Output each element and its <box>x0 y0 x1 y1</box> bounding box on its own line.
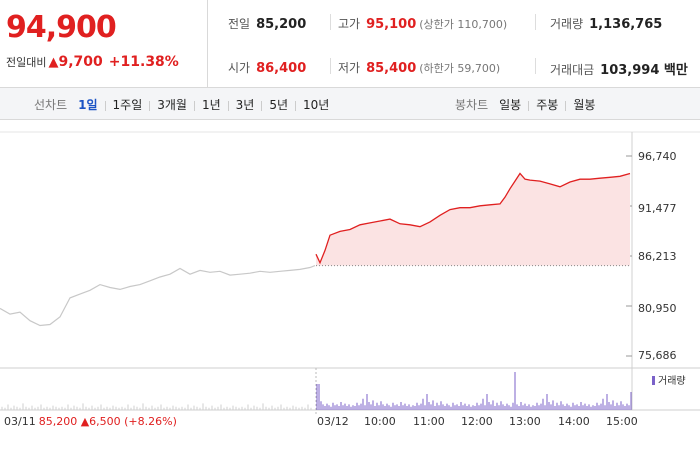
tab-line-0[interactable]: 1일 <box>78 98 98 112</box>
prev-day-summary: 03/11 85,200 ▲6,500 (+8.26%) <box>4 415 177 428</box>
open-value: 86,400 <box>256 61 307 76</box>
volume-swatch-icon <box>652 376 655 385</box>
tab-line-3[interactable]: 1년 <box>201 98 221 112</box>
y-tick-label: 75,686 <box>638 349 677 362</box>
tab-line-4[interactable]: 3년 <box>235 98 255 112</box>
tab-candle-2[interactable]: 월봉 <box>573 98 596 112</box>
x-tick-label: 14:00 <box>558 415 590 428</box>
low-cell: 저가 85,400 (하한가 59,700) <box>338 59 500 76</box>
prev-day-info: 85,200 ▲6,500 (+8.26%) <box>38 415 177 428</box>
prev-close-value: 85,200 <box>256 17 307 32</box>
divider <box>535 58 536 74</box>
tab-divider <box>565 100 567 111</box>
candle-chart-tabs: 봉차트 일봉 주봉 월봉 <box>455 96 598 113</box>
prev-day-line <box>0 265 316 327</box>
amount-cell: 거래대금 103,994 백만 <box>550 59 688 78</box>
x-tick-label: 10:00 <box>364 415 396 428</box>
up-arrow-icon: ▲ <box>48 55 59 70</box>
change-row: 전일대비 ▲9,700 +11.38% <box>6 54 179 70</box>
tab-divider <box>295 100 297 111</box>
x-tick-label: 12:00 <box>461 415 493 428</box>
change-value: 9,700 <box>58 54 103 70</box>
tab-line-2[interactable]: 3개월 <box>157 98 187 112</box>
tab-divider <box>104 100 106 111</box>
candle-chart-label: 봉차트 <box>455 98 489 112</box>
chart-period-tabs: 선차트 1일 1주일 3개월 1년 3년 5년 10년 봉차트 일봉 주봉 월봉 <box>0 88 700 120</box>
lower-limit: (하한가 59,700) <box>419 62 501 75</box>
today-price-line <box>315 172 631 265</box>
tab-candle-0[interactable]: 일봉 <box>499 98 522 112</box>
chart-svg <box>0 131 700 415</box>
upper-limit: (상한가 110,700) <box>419 18 508 31</box>
change-label: 전일대비 <box>6 56 47 69</box>
volume-cell: 거래량 1,136,765 <box>550 15 662 32</box>
volume-legend-label: 거래량 <box>658 376 686 387</box>
volume-value: 1,136,765 <box>589 17 663 32</box>
tab-line-5[interactable]: 5년 <box>269 98 289 112</box>
tab-divider <box>261 100 263 111</box>
low-value: 85,400 <box>366 61 417 76</box>
line-chart-tabs: 선차트 1일 1주일 3개월 1년 3년 5년 10년 <box>34 96 332 113</box>
x-tick-label: 11:00 <box>413 415 445 428</box>
low-label: 저가 <box>338 61 361 75</box>
high-value: 95,100 <box>366 17 417 32</box>
volume-label: 거래량 <box>550 17 584 31</box>
divider <box>330 14 331 30</box>
y-tick-label: 80,950 <box>638 302 677 315</box>
current-price: 94,900 <box>6 10 117 45</box>
price-chart[interactable]: 96,740 91,477 86,213 80,950 75,686 03/11… <box>0 120 700 450</box>
high-cell: 고가 95,100 (상한가 110,700) <box>338 15 507 32</box>
stats-row-1: 전일 85,200 고가 95,100 (상한가 110,700) 거래량 1,136,… <box>208 0 700 44</box>
y-tick-label: 91,477 <box>638 202 677 215</box>
high-label: 고가 <box>338 17 361 31</box>
stats-row-2: 시가 86,400 저가 85,400 (하한가 59,700) 거래대금 103,99… <box>208 44 700 88</box>
price-box: 94,900 전일대비 ▲9,700 +11.38% <box>0 0 208 88</box>
x-tick-label: 15:00 <box>606 415 638 428</box>
change-percent: +11.38% <box>108 54 179 70</box>
tab-candle-1[interactable]: 주봉 <box>536 98 559 112</box>
y-tick-label: 96,740 <box>638 150 677 163</box>
tab-divider <box>193 100 195 111</box>
tab-divider <box>528 100 530 111</box>
quote-header: 94,900 전일대비 ▲9,700 +11.38% 전일 85,200 고가 95,1… <box>0 0 700 88</box>
tab-line-6[interactable]: 10년 <box>303 98 330 112</box>
open-cell: 시가 86,400 <box>228 59 306 76</box>
tab-divider <box>149 100 151 111</box>
amount-value: 103,994 백만 <box>600 63 688 78</box>
x-tick-label: 03/12 <box>317 415 349 428</box>
tab-divider <box>227 100 229 111</box>
prev-close-label: 전일 <box>228 17 251 31</box>
x-tick-label: 13:00 <box>509 415 541 428</box>
today-area-fill <box>316 173 630 266</box>
divider <box>535 14 536 30</box>
y-tick-label: 86,213 <box>638 250 677 263</box>
amount-label: 거래대금 <box>550 63 595 77</box>
prev-day-date: 03/11 <box>4 415 36 428</box>
open-label: 시가 <box>228 61 251 75</box>
tab-line-1[interactable]: 1주일 <box>112 98 143 112</box>
line-chart-label: 선차트 <box>34 98 68 112</box>
divider <box>330 58 331 74</box>
quote-stats: 전일 85,200 고가 95,100 (상한가 110,700) 거래량 1,136,… <box>208 0 700 88</box>
volume-legend: 거래량 <box>652 372 686 387</box>
prev-close-cell: 전일 85,200 <box>228 15 306 32</box>
